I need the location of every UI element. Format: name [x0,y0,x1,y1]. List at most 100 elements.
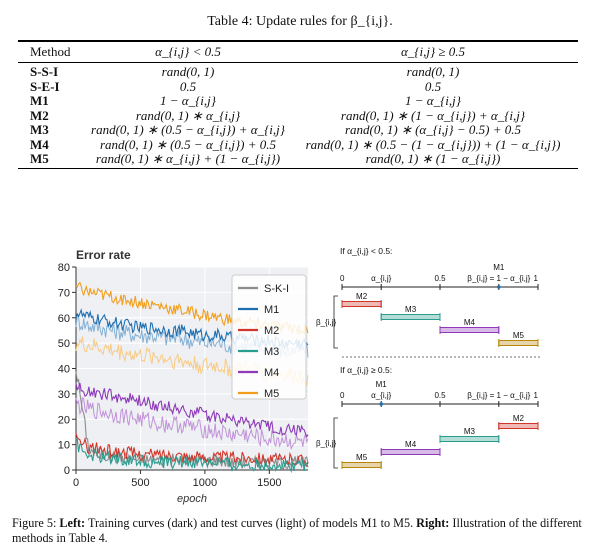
bottom-axis-marker-label: M1 [376,380,388,389]
bottom-bar-m3 [439,436,500,442]
top-bar-m3 [380,314,441,320]
rule-lt-cell: rand(0, 1) ∗ α_{i,j} [135,107,241,123]
test-curve-m4 [75,397,309,450]
table-title: Table 4: Update rules for β_{i,j}. [207,14,393,29]
method-cell: M2 [30,107,49,123]
method-cell: M1 [30,93,49,109]
caption-right-label: Right: [416,516,450,530]
bottom-bar-label: M4 [405,440,417,449]
rule-lt-cell: rand(0, 1) ∗ (0.5 − α_{i,j}) + 0.5 [99,136,276,152]
illustration-svg: If α_{i,j} < 0.5: 0 α_{i,j} 0.5 β_{i,j} = 1 … [316,246,542,469]
table-header-row: Method α_{i,j} < 0.5 α_{i,j} ≥ 0.5 [18,42,578,63]
x-tick-label: 0 [73,477,79,489]
rule-lt-cell: rand(0, 1) ∗ (0.5 − α_{i,j}) + α_{i,j} [91,122,285,138]
train-curve-m3 [75,438,309,474]
table-row: M5 rand(0, 1) ∗ α_{i,j} + (1 − α_{i,j}) … [18,152,578,167]
table-row: S-S-I rand(0, 1) rand(0, 1) [18,65,578,80]
chart-title: Error rate [76,248,131,262]
update-rules-table: Method α_{i,j} < 0.5 α_{i,j} ≥ 0.5 S-S-I… [18,40,578,170]
top-axis-tick-label: α_{i,j} [371,274,392,283]
legend-label-m1: M1 [264,304,279,316]
rule-lt-cell: rand(0, 1) ∗ α_{i,j} + (1 − α_{i,j}) [95,151,281,167]
header-alpha-lt: α_{i,j} < 0.5 [155,43,221,59]
legend-box [231,274,307,400]
top-axis-marker-label: M1 [493,263,505,272]
bottom-axis-m1-marker [379,402,383,406]
bottom-bar-label: M5 [356,453,368,462]
y-tick-label: 30 [58,389,70,401]
bottom-bar-label: M2 [513,414,525,423]
table-top-rule [18,40,578,42]
figure-caption: Figure 5: Left: Training curves (dark) a… [12,516,592,546]
top-bar-m5 [498,340,539,346]
bottom-condition-label: If α_{i,j} ≥ 0.5: [340,365,392,375]
method-cell: M4 [30,136,49,152]
method-cell: S-E-I [30,78,60,94]
top-bar-label: M5 [513,331,525,340]
top-axis-tick-label: 0.5 [434,274,446,283]
table-row: S-E-I 0.5 0.5 [18,78,578,95]
x-tick-label: 1000 [193,477,217,489]
top-axis-tick-label: β_{i,j} = 1 − α_{i,j} [467,274,530,283]
bottom-beta-label: β_{i,j} [316,439,337,448]
rule-ge-cell: rand(0, 1) ∗ (α_{i,j} − 0.5) + 0.5 [344,122,521,138]
bottom-bar-m2 [498,423,539,429]
y-tick-label: 50 [58,338,70,350]
top-bar-label: M4 [464,318,476,327]
chart-svg: 0 10 20 30 40 50 60 70 80 0 500 1000 1500 Error rate e… [58,248,309,505]
caption-left-text: Training curves (dark) and test curves (… [87,516,414,530]
legend-label-m4: M4 [264,367,279,379]
rule-ge-cell: rand(0, 1) ∗ (0.5 − (1 − α_{i,j})) + (1 … [305,136,561,152]
caption-prefix: Figure 5: [12,516,57,530]
top-axis-tick-label: 1 [534,274,539,283]
rule-lt-cell: 0.5 [179,78,197,94]
table-mid-rule [18,62,578,64]
caption-left-label: Left: [59,516,86,530]
y-tick-label: 10 [58,440,70,452]
top-brace [333,295,338,349]
y-tick-label: 80 [58,262,70,274]
bottom-axis-tick-label: 0 [340,391,345,400]
bottom-axis-tick-label: α_{i,j} [371,391,392,400]
train-curve-m4 [75,382,309,438]
table-row: M4 rand(0, 1) ∗ (0.5 − α_{i,j}) + 0.5 ra… [18,136,578,153]
y-tick-label: 70 [58,287,70,299]
x-tick-label: 500 [131,477,149,489]
table-row: M1 1 − α_{i,j} 1 − α_{i,j} [18,94,578,109]
y-tick-label: 20 [58,414,70,426]
legend-label-m2: M2 [264,325,279,337]
bottom-bar-m4 [380,449,441,455]
table-row: M2 rand(0, 1) ∗ α_{i,j} rand(0, 1) ∗ (1 … [18,107,578,124]
bottom-brace [333,417,338,469]
train-curve-m2 [75,433,309,468]
top-bar-label: M3 [405,305,417,314]
legend-label-m5: M5 [264,388,279,400]
rule-ge-cell: rand(0, 1) ∗ (1 − α_{i,j}) [365,151,501,167]
top-axis-m1-marker [497,285,501,289]
top-bar-m4 [439,327,500,333]
bottom-bar-label: M3 [464,427,476,436]
method-cell: M5 [30,151,49,167]
error-rate-chart: 0 10 20 30 40 50 60 70 80 0 500 1000 1500 Error rate e… [0,245,312,515]
table-bottom-rule [18,167,578,170]
top-condition-label: If α_{i,j} < 0.5: [340,246,392,256]
rule-ge-cell: rand(0, 1) ∗ (1 − α_{i,j}) + α_{i,j} [340,107,526,123]
top-bar-m2 [341,301,382,307]
header-alpha-ge: α_{i,j} ≥ 0.5 [400,43,466,59]
y-tick-label: 60 [58,313,70,325]
top-beta-label: β_{i,j} [316,318,337,327]
top-axis-tick-label: 0 [340,274,345,283]
table-row: M3 rand(0, 1) ∗ (0.5 − α_{i,j}) + α_{i,j… [18,123,578,138]
method-cell: M3 [30,122,49,138]
bottom-axis-tick-label: 0.5 [434,391,446,400]
top-bar-label: M2 [356,292,368,301]
legend-label-m3: M3 [264,346,279,358]
y-tick-label: 0 [64,465,70,477]
bottom-axis-tick-label: β_{i,j} = 1 − α_{i,j} [467,391,530,400]
caption-right-text: Illustration of the different methods in… [12,516,582,545]
rule-lt-cell: rand(0, 1) [161,64,215,80]
rule-ge-cell: 1 − α_{i,j} [405,93,461,109]
rule-lt-cell: 1 − α_{i,j} [160,93,216,109]
x-tick-label: 1500 [257,477,281,489]
method-cell: S-S-I [30,64,59,80]
